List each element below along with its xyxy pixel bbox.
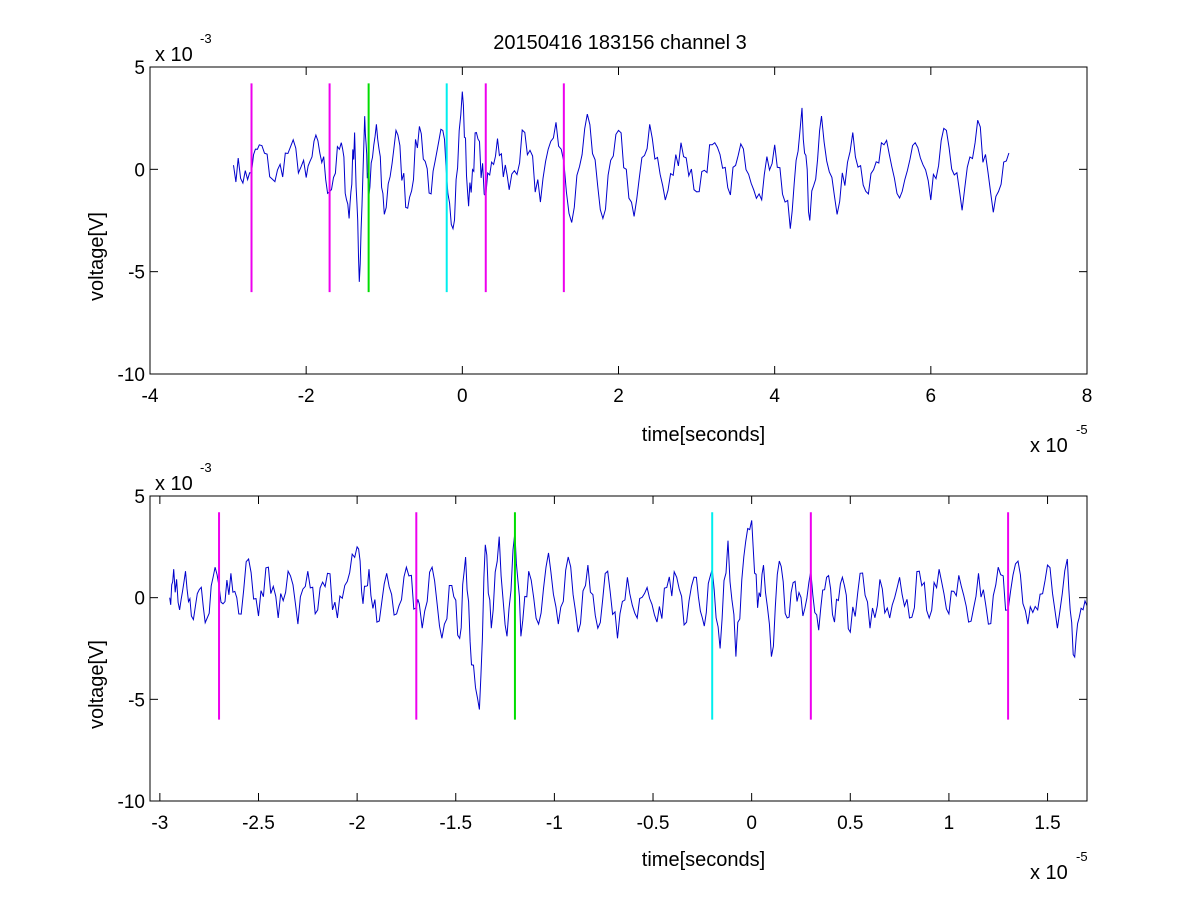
y-axis-label: voltage[V] [86, 212, 108, 301]
axes-box [149, 495, 1088, 802]
y-axis-label: voltage[V] [86, 640, 108, 729]
y-tick-label: -10 [118, 792, 145, 813]
x-tick-label: 2 [613, 386, 624, 407]
x-tick-label: -2.5 [242, 813, 275, 834]
x-tick-label: -1 [546, 813, 563, 834]
x-tick-label: 1 [944, 813, 955, 834]
x-tick-label: -0.5 [637, 813, 670, 834]
y-axis-multiplier: x 10 [155, 44, 193, 66]
x-tick-label: -3 [151, 813, 168, 834]
x-tick-label: 8 [1082, 386, 1093, 407]
x-tick-label: -1.5 [439, 813, 472, 834]
y-tick-label: 5 [134, 58, 145, 79]
y-axis-multiplier: x 10 [155, 473, 193, 495]
y-axis-exponent: -3 [200, 460, 212, 475]
x-tick-label: -2 [298, 386, 315, 407]
x-tick-label: 0.5 [837, 813, 863, 834]
x-tick-label: 6 [926, 386, 937, 407]
y-axis-exponent: -3 [200, 31, 212, 46]
x-tick-label: 4 [769, 386, 780, 407]
y-tick-label: 0 [134, 160, 145, 181]
x-tick-label: -2 [349, 813, 366, 834]
y-tick-label: 5 [134, 487, 145, 508]
bottom-plot: -3 -2.5 -2 -1.5 -1 -0.5 0 0.5 1 1.5 -10 -5 0 5 time[se… [86, 460, 1088, 884]
x-tick-label: 1.5 [1034, 813, 1060, 834]
x-tick-label: 0 [746, 813, 757, 834]
axes-box [149, 66, 1088, 375]
x-axis-exponent: -5 [1076, 422, 1088, 437]
y-tick-label: 0 [134, 589, 145, 610]
signal-trace [169, 520, 1088, 710]
x-tick-label: -4 [142, 386, 159, 407]
x-axis-label: time[seconds] [642, 849, 765, 871]
x-tick-label: 0 [457, 386, 468, 407]
y-tick-label: -10 [118, 365, 145, 386]
figure-title: 20150416 183156 channel 3 [493, 32, 747, 54]
x-axis-multiplier: x 10 [1030, 862, 1068, 884]
top-plot: -4 -2 0 2 4 6 8 -10 -5 0 5 time[seconds] voltage[V] x… [86, 31, 1092, 457]
x-axis-multiplier: x 10 [1030, 435, 1068, 457]
y-tick-label: -5 [128, 690, 145, 711]
signal-trace [233, 91, 1010, 282]
x-axis-label: time[seconds] [642, 424, 765, 446]
x-axis-exponent: -5 [1076, 849, 1088, 864]
y-tick-label: -5 [128, 263, 145, 284]
